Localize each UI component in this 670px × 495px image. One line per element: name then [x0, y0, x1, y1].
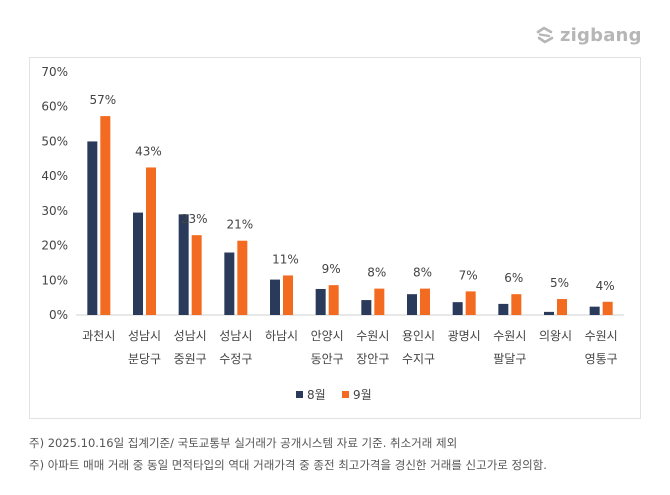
- bar-aug: [407, 294, 417, 315]
- bar-sep: [420, 288, 430, 315]
- bar-aug: [133, 212, 143, 315]
- x-category-label: 안양시: [311, 329, 344, 343]
- data-label: 5%: [550, 276, 569, 290]
- x-category-label: 하남시: [265, 329, 298, 343]
- x-category-label: 성남시: [174, 329, 207, 343]
- y-tick-label: 40%: [41, 169, 68, 183]
- data-label: 43%: [135, 144, 162, 158]
- data-label: 8%: [413, 266, 432, 280]
- bar-sep: [557, 299, 567, 315]
- data-label: 4%: [596, 279, 615, 293]
- x-category-label: 장안구: [356, 352, 389, 366]
- data-label: 21%: [226, 218, 253, 232]
- x-category-label: 광명시: [448, 329, 481, 343]
- x-category-label: 동안구: [311, 352, 344, 366]
- bar-aug: [589, 306, 600, 315]
- bar-aug: [224, 252, 235, 315]
- bar-aug: [498, 303, 509, 315]
- legend-swatch: [342, 391, 349, 398]
- y-tick-label: 20%: [41, 239, 68, 253]
- bar-sep: [237, 240, 248, 315]
- y-tick-label: 50%: [41, 134, 68, 148]
- x-category-label: 분당구: [128, 352, 161, 366]
- bar-aug: [87, 141, 98, 315]
- bar-sep: [511, 294, 522, 315]
- x-category-label: 수지구: [402, 352, 435, 366]
- bar-sep: [191, 235, 202, 315]
- bar-sep: [465, 291, 476, 315]
- legend-label: 9월: [353, 388, 372, 402]
- bar-aug: [544, 311, 554, 315]
- y-tick-label: 10%: [41, 273, 68, 287]
- bar-aug: [315, 288, 326, 315]
- data-label: 57%: [89, 93, 116, 107]
- footnotes: 주) 2025.10.16일 집계기준/ 국토교통부 실거래가 공개시스템 자료…: [29, 432, 669, 476]
- x-category-label: 중원구: [174, 352, 207, 366]
- footnote-1: 주) 2025.10.16일 집계기준/ 국토교통부 실거래가 공개시스템 자료…: [29, 436, 458, 450]
- bar-sep: [146, 167, 156, 315]
- data-label: 9%: [322, 262, 341, 276]
- x-category-label: 의왕시: [539, 329, 572, 343]
- footnote-2: 주) 아파트 매매 거래 중 동일 면적타입의 역대 거래가격 중 종전 최고가…: [29, 458, 547, 472]
- bar-aug: [361, 300, 372, 315]
- zigbang-logo-text: zigbang: [560, 24, 642, 46]
- data-label: 23%: [181, 212, 208, 226]
- zigbang-logo-icon: [536, 26, 554, 44]
- data-label: 6%: [504, 271, 523, 285]
- bar-aug: [178, 214, 189, 315]
- bar-sep: [100, 116, 111, 315]
- bar-aug: [452, 302, 463, 315]
- legend-label: 8월: [307, 388, 326, 402]
- x-category-label: 영통구: [585, 352, 618, 366]
- x-category-label: 수원시: [493, 329, 526, 343]
- data-label: 8%: [367, 266, 386, 280]
- data-label: 11%: [272, 252, 299, 266]
- legend-swatch: [296, 391, 303, 398]
- bar-sep: [283, 275, 293, 315]
- x-category-label: 용인시: [402, 329, 435, 343]
- x-category-label: 수원시: [356, 329, 389, 343]
- y-tick-label: 60%: [41, 100, 68, 114]
- x-category-label: 수정구: [219, 352, 252, 366]
- zigbang-logo: zigbang: [534, 22, 642, 48]
- x-category-label: 성남시: [219, 329, 252, 343]
- bar-sep: [602, 301, 613, 315]
- bar-sep: [374, 288, 385, 315]
- y-tick-label: 30%: [41, 204, 68, 218]
- x-category-label: 팔달구: [493, 352, 526, 366]
- x-category-label: 수원시: [585, 329, 618, 343]
- data-label: 7%: [459, 268, 478, 282]
- y-tick-label: 70%: [41, 65, 68, 79]
- x-category-label: 과천시: [82, 328, 115, 343]
- bar-sep: [328, 285, 339, 315]
- y-tick-label: 0%: [49, 308, 68, 322]
- bar-aug: [270, 279, 280, 315]
- x-category-label: 성남시: [128, 329, 161, 343]
